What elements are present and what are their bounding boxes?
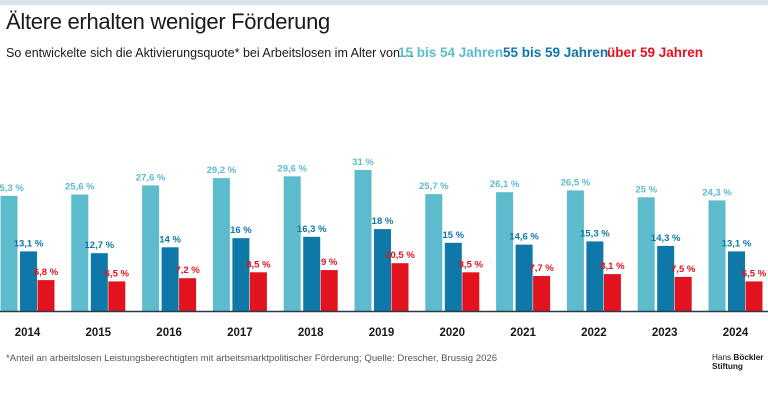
- data-label-2014-series-1: 13,1 %: [14, 238, 44, 249]
- bar-chart: 25,3 % 13,1 % 6,8 % 2014 25,6 % 12,7 % 6,5 % 20…: [0, 157, 768, 339]
- bar-2024-series-2: [745, 281, 763, 311]
- data-label-2018-series-0: 29,6 %: [277, 163, 307, 174]
- bar-2016-series-1: [161, 247, 179, 311]
- top-stripe: [0, 0, 768, 5]
- data-label-2022-series-2: 8,1 %: [600, 261, 625, 272]
- footnote: *Anteil an arbeitslosen Leistungsberecht…: [6, 353, 498, 364]
- data-label-2016-series-0: 27,6 %: [136, 172, 166, 183]
- bar-2019-series-2: [391, 263, 409, 311]
- bar-2021-series-1: [515, 244, 533, 311]
- bar-2022-series-2: [603, 274, 621, 311]
- data-label-2020-series-1: 15 %: [442, 230, 464, 241]
- bar-2016-series-2: [179, 278, 197, 311]
- bar-2014-series-2: [37, 280, 55, 311]
- x-tick-label-2024: 2024: [723, 327, 749, 339]
- bar-2022-series-1: [586, 241, 604, 311]
- bar-2019-series-0: [354, 170, 372, 311]
- legend-item-15-54: 15 bis 54 Jahren: [398, 45, 503, 60]
- bar-2018-series-2: [320, 270, 338, 311]
- bar-2014-series-1: [20, 251, 37, 311]
- bar-2018-series-0: [283, 176, 301, 311]
- legend-label-55-59: 55 bis 59 Jahren: [503, 45, 609, 60]
- bar-2020-series-0: [425, 194, 443, 311]
- bar-2022-series-0: [566, 190, 584, 311]
- data-label-2024-series-0: 24,3 %: [702, 187, 732, 198]
- legend-item-over-59: über 59 Jahren: [607, 45, 703, 60]
- bar-2016-series-0: [142, 185, 160, 311]
- bar-2017-series-0: [212, 178, 230, 311]
- data-label-2024-series-1: 13,1 %: [722, 238, 752, 249]
- x-tick-label-2018: 2018: [298, 327, 324, 339]
- bar-2015-series-2: [108, 281, 126, 311]
- data-label-2018-series-2: 9 %: [321, 257, 338, 268]
- data-label-2019-series-1: 18 %: [372, 216, 394, 227]
- logo-text-stiftung: Stiftung: [712, 362, 743, 371]
- data-label-2021-series-0: 26,1 %: [490, 179, 520, 190]
- hans-boeckler-stiftung-logo: Hans Böckler Stiftung: [712, 353, 764, 371]
- data-label-2023-series-0: 25 %: [635, 184, 657, 195]
- bar-2023-series-1: [657, 245, 675, 311]
- logo-text-hans: Hans: [712, 353, 732, 362]
- data-label-2021-series-2: 7,7 %: [529, 263, 554, 274]
- x-tick-label-2020: 2020: [440, 327, 466, 339]
- data-label-2016-series-1: 14 %: [159, 234, 181, 245]
- data-label-2015-series-2: 6,5 %: [105, 268, 130, 279]
- logo-text-boeckler: Böckler: [733, 353, 764, 362]
- bar-2020-series-1: [444, 242, 462, 312]
- x-tick-label-2021: 2021: [510, 327, 536, 339]
- x-tick-label-2017: 2017: [227, 327, 253, 339]
- page-title: Ältere erhalten weniger Förderung: [6, 9, 330, 34]
- chart-subtitle: So entwickelte sich die Aktivierungsquot…: [6, 46, 414, 60]
- bar-2014-series-0: [0, 195, 18, 311]
- data-label-2024-series-2: 6,5 %: [742, 268, 767, 279]
- bar-2023-series-0: [637, 197, 655, 312]
- legend-item-55-59: 55 bis 59 Jahren: [503, 45, 608, 60]
- bar-2019-series-1: [374, 229, 391, 311]
- legend-label-15-54: 15 bis 54 Jahren: [398, 45, 504, 60]
- data-label-2016-series-2: 7,2 %: [175, 265, 200, 276]
- bar-2017-series-1: [232, 238, 250, 311]
- data-label-2020-series-0: 25,7 %: [419, 181, 449, 192]
- x-tick-label-2015: 2015: [86, 327, 112, 339]
- data-label-2019-series-2: 10,5 %: [385, 250, 415, 261]
- bar-2023-series-2: [674, 276, 692, 311]
- data-label-2019-series-0: 31 %: [352, 157, 374, 168]
- data-label-2014-series-0: 25,3 %: [0, 183, 24, 194]
- x-tick-label-2022: 2022: [581, 327, 607, 339]
- data-label-2017-series-2: 8,5 %: [246, 259, 271, 270]
- x-tick-label-2019: 2019: [369, 327, 395, 339]
- bar-2018-series-1: [303, 236, 321, 311]
- data-label-2018-series-1: 16,3 %: [297, 224, 327, 235]
- data-label-2023-series-1: 14,3 %: [651, 233, 681, 244]
- legend-label-over-59: über 59 Jahren: [607, 45, 704, 60]
- bar-2024-series-1: [728, 251, 745, 311]
- bar-2017-series-2: [249, 272, 267, 311]
- x-tick-label-2023: 2023: [652, 327, 678, 339]
- data-label-2015-series-0: 25,6 %: [65, 182, 95, 193]
- bar-2021-series-2: [533, 276, 551, 311]
- data-label-2022-series-1: 15,3 %: [580, 228, 610, 239]
- bar-2024-series-0: [708, 200, 726, 311]
- data-label-2015-series-1: 12,7 %: [85, 240, 115, 251]
- x-tick-label-2014: 2014: [15, 327, 41, 339]
- data-label-2021-series-1: 14,6 %: [509, 232, 539, 243]
- data-label-2014-series-2: 6,8 %: [34, 267, 59, 278]
- data-label-2020-series-2: 8,5 %: [459, 259, 484, 270]
- bar-2015-series-0: [71, 194, 89, 311]
- bar-2015-series-1: [90, 253, 108, 311]
- data-label-2017-series-1: 16 %: [230, 225, 252, 236]
- bar-2020-series-2: [462, 272, 480, 311]
- data-label-2022-series-0: 26,5 %: [561, 177, 591, 188]
- bar-2021-series-0: [496, 192, 514, 311]
- data-label-2023-series-2: 7,5 %: [671, 264, 696, 275]
- data-label-2017-series-0: 29,2 %: [207, 165, 237, 176]
- x-tick-label-2016: 2016: [156, 327, 182, 339]
